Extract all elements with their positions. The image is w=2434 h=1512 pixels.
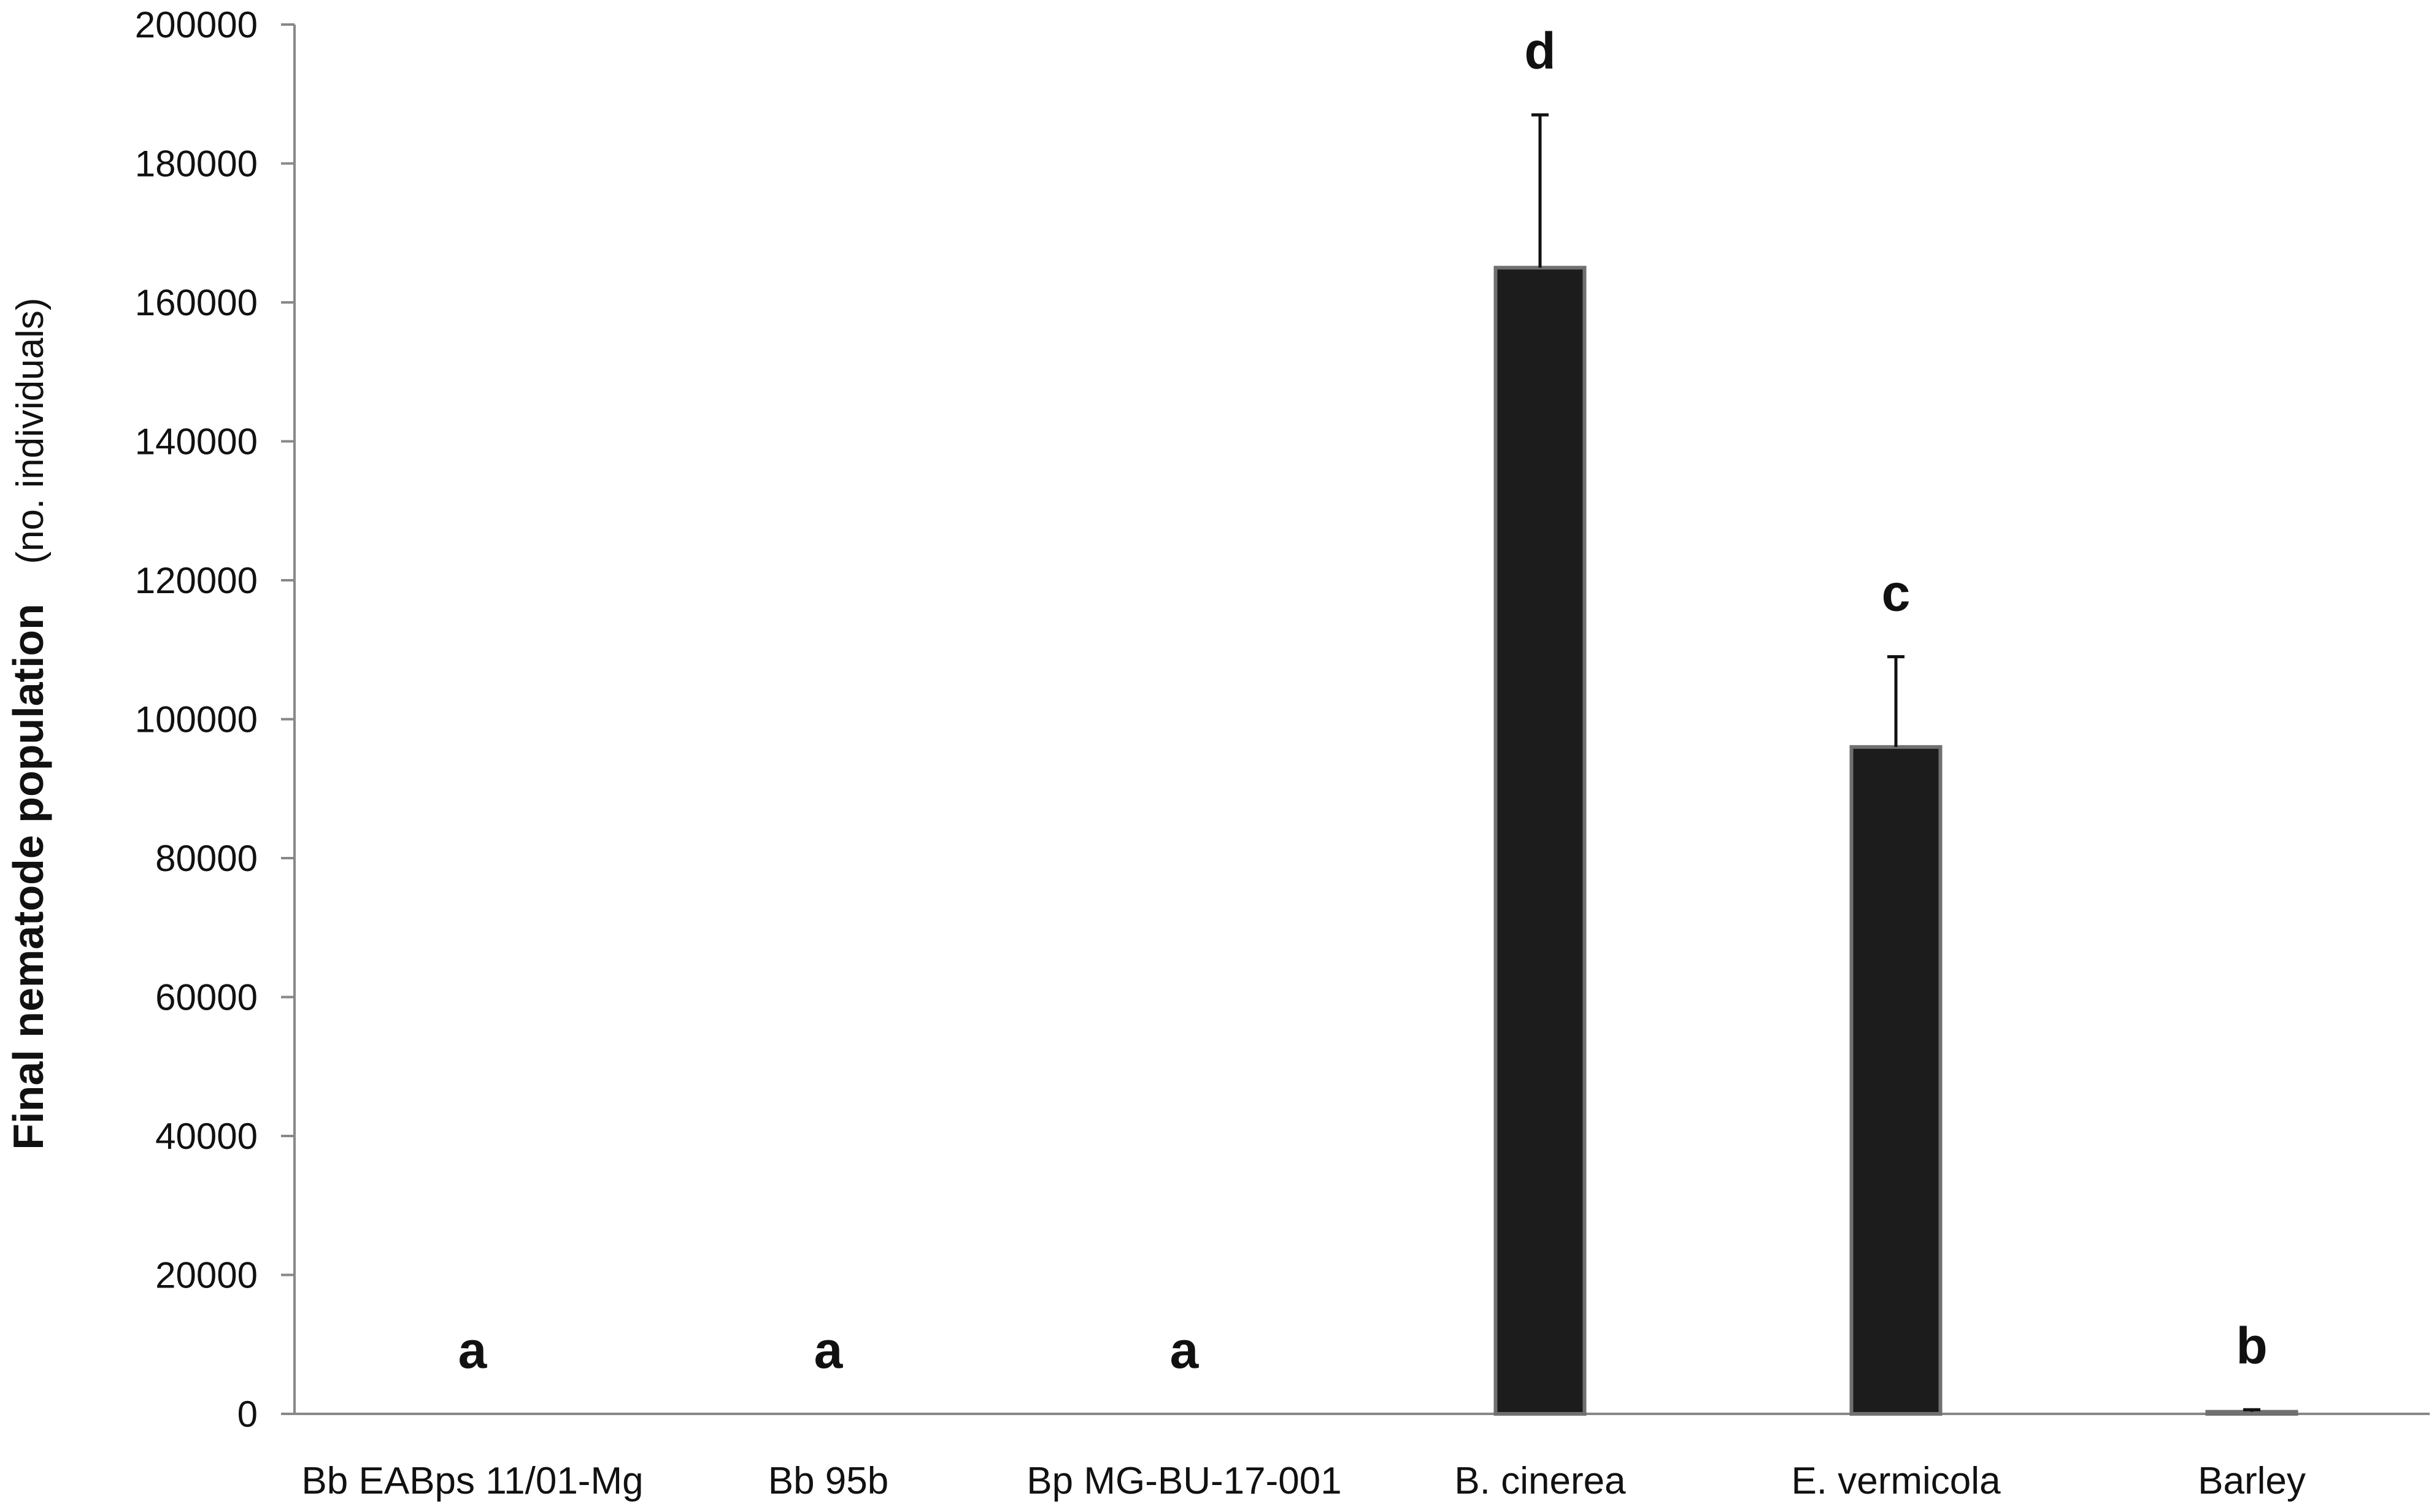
y-axis-title: Final nematode population [4, 604, 52, 1150]
y-tick-label: 0 [237, 1394, 258, 1435]
bar [2205, 1410, 2298, 1416]
significance-letter: a [814, 1321, 844, 1379]
x-category-label: E. vermicola [1791, 1460, 2001, 1502]
error-bars [1531, 113, 2260, 1412]
y-axis-ticks: 0 20000 40000 60000 80000 100000 120000 140000 1… [135, 4, 295, 1435]
significance-letter: d [1524, 22, 1555, 80]
svg-text:Final nematode population: Final nematode population (no. individua… [4, 297, 52, 1149]
y-tick-label: 200000 [135, 4, 258, 45]
x-axis-labels: Bb EABps 11/01-Mg Bb 95b Bp MG-BU-17-001 B.… [301, 1460, 2305, 1502]
y-tick-label: 160000 [135, 282, 258, 323]
y-tick-label: 80000 [155, 838, 258, 879]
x-category-label: Bb EABps 11/01-Mg [301, 1460, 643, 1502]
axes [293, 25, 2430, 1415]
y-tick-label: 180000 [135, 144, 258, 185]
bars [1493, 266, 2298, 1416]
significance-letters: a a a d c b [458, 22, 2268, 1379]
significance-letter: b [2236, 1317, 2267, 1375]
significance-letter: c [1882, 564, 1911, 622]
y-axis-label: Final nematode population (no. individua… [4, 297, 52, 1149]
y-tick-label: 100000 [135, 699, 258, 740]
significance-letter: a [458, 1321, 488, 1379]
y-axis-unit: (no. individuals) [9, 297, 52, 564]
bar [1493, 266, 1587, 1416]
x-category-label: Bb 95b [768, 1460, 889, 1502]
x-category-label: Bp MG-BU-17-001 [1026, 1460, 1341, 1502]
y-tick-label: 40000 [155, 1116, 258, 1157]
x-category-label: B. cinerea [1454, 1460, 1626, 1502]
y-tick-label: 120000 [135, 560, 258, 601]
y-tick-label: 20000 [155, 1255, 258, 1296]
y-tick-label: 140000 [135, 421, 258, 462]
x-category-label: Barley [2198, 1460, 2306, 1502]
bar [1849, 745, 1943, 1416]
significance-letter: a [1170, 1321, 1200, 1379]
y-tick-label: 60000 [155, 977, 258, 1018]
